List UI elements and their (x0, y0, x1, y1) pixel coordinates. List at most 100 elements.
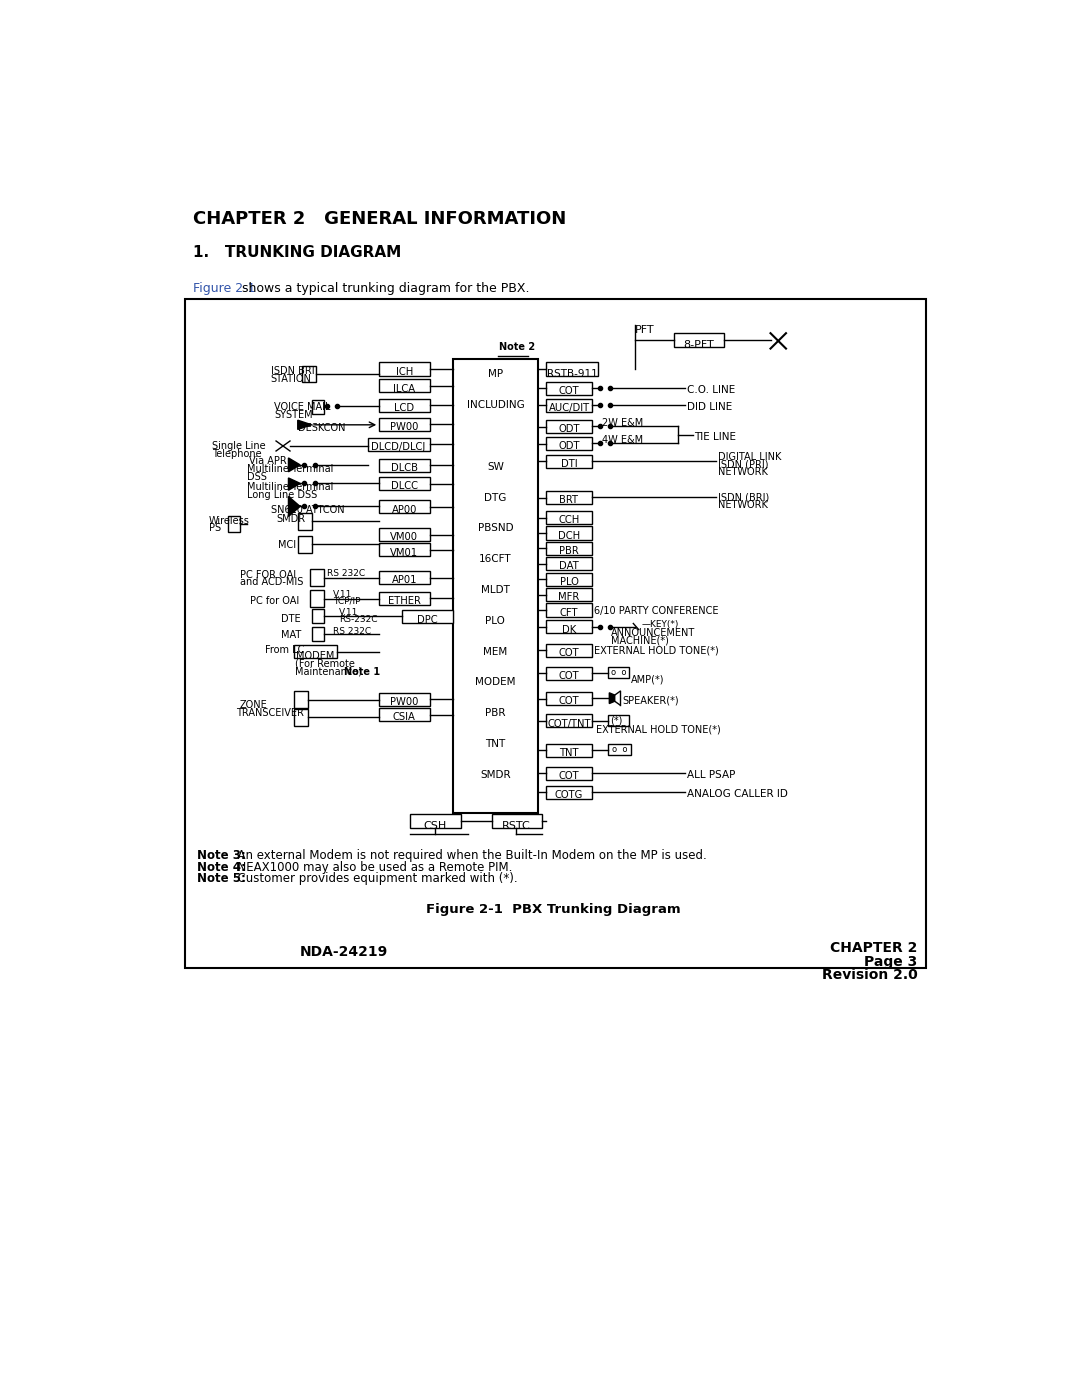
Text: Figure 2-1: Figure 2-1 (193, 282, 256, 295)
Text: Figure 2-1  PBX Trunking Diagram: Figure 2-1 PBX Trunking Diagram (427, 902, 680, 916)
Text: ICH: ICH (395, 366, 413, 377)
Text: —KEY(*): —KEY(*) (642, 620, 678, 630)
Bar (379, 380, 430, 393)
Bar (379, 362, 430, 376)
Text: PFT: PFT (635, 326, 654, 335)
Bar (298, 535, 312, 553)
Text: ODT: ODT (558, 441, 580, 451)
Bar (403, 610, 453, 623)
Text: COT: COT (558, 771, 579, 781)
Text: CHAPTER 2: CHAPTER 2 (831, 942, 918, 956)
Bar (608, 668, 630, 678)
Text: Note 4:: Note 4: (197, 861, 246, 873)
Text: DSS: DSS (247, 472, 267, 482)
Polygon shape (288, 496, 300, 517)
Bar (545, 666, 592, 680)
Text: RS 232C: RS 232C (327, 569, 365, 578)
Text: TIE LINE: TIE LINE (694, 432, 737, 441)
Text: o  o: o o (611, 745, 627, 754)
Text: Note 5:: Note 5: (197, 872, 246, 886)
Text: PW00: PW00 (390, 697, 419, 707)
Text: From LC: From LC (266, 645, 305, 655)
Bar (674, 334, 724, 346)
Text: DAT: DAT (559, 562, 579, 571)
Text: STATION: STATION (271, 374, 311, 384)
Text: VM01: VM01 (390, 548, 418, 557)
Text: Multiline Terminal: Multiline Terminal (247, 482, 334, 492)
Text: Note 2: Note 2 (499, 342, 536, 352)
Bar (545, 420, 592, 433)
Bar (294, 645, 337, 658)
Text: Wireless: Wireless (208, 515, 249, 525)
Text: Note 3:: Note 3: (197, 849, 246, 862)
Text: CFT: CFT (559, 608, 578, 617)
Bar (545, 588, 592, 601)
Text: SMDR: SMDR (276, 514, 306, 524)
Text: PC for OAI: PC for OAI (249, 595, 299, 606)
Bar (186, 299, 926, 968)
Bar (301, 366, 315, 383)
Text: DTE: DTE (281, 615, 300, 624)
Bar (545, 362, 598, 376)
Text: VOICE MAIL: VOICE MAIL (274, 402, 330, 412)
Bar (367, 437, 430, 451)
Bar (608, 745, 631, 756)
Bar (545, 743, 592, 757)
Bar (545, 381, 592, 395)
Text: CHAPTER 2   GENERAL INFORMATION: CHAPTER 2 GENERAL INFORMATION (193, 210, 566, 228)
Text: COT/TNT: COT/TNT (548, 718, 591, 729)
Bar (379, 500, 430, 513)
Bar (298, 513, 312, 529)
Text: DESKCON: DESKCON (298, 423, 346, 433)
Text: MODEM: MODEM (296, 651, 334, 661)
Bar (379, 418, 430, 432)
Bar (545, 692, 592, 705)
Text: NDA-24219: NDA-24219 (300, 946, 389, 960)
Text: SW: SW (487, 462, 503, 472)
Polygon shape (288, 478, 300, 490)
Text: DLCD/DLCJ: DLCD/DLCJ (372, 441, 426, 453)
Text: ISDN BRI: ISDN BRI (271, 366, 314, 376)
Text: PLO: PLO (559, 577, 579, 587)
Text: MACHINE(*): MACHINE(*) (611, 636, 669, 645)
Bar (410, 814, 460, 828)
Text: Multiline Terminal: Multiline Terminal (247, 464, 334, 474)
Text: and ACD-MIS: and ACD-MIS (240, 577, 303, 587)
Text: ODT: ODT (558, 425, 580, 434)
Bar (545, 398, 592, 412)
Text: SYSTEM: SYSTEM (274, 411, 313, 420)
Text: MFR: MFR (558, 592, 580, 602)
Text: DTI: DTI (561, 460, 578, 469)
Text: INCLUDING: INCLUDING (467, 400, 524, 411)
Text: MP: MP (488, 369, 503, 380)
Bar (453, 359, 538, 813)
Text: AP01: AP01 (392, 576, 417, 585)
Bar (379, 592, 430, 605)
Text: COT: COT (558, 386, 579, 395)
Text: DID LINE: DID LINE (687, 402, 732, 412)
Text: ISDN (PRI): ISDN (PRI) (718, 460, 768, 469)
Text: LCD: LCD (394, 402, 415, 414)
Text: EXTERNAL HOLD TONE(*): EXTERNAL HOLD TONE(*) (594, 645, 718, 655)
Bar (545, 527, 592, 539)
Text: DK: DK (562, 624, 576, 634)
Text: RS 232C: RS 232C (333, 627, 370, 636)
Bar (312, 627, 324, 641)
Bar (379, 693, 430, 705)
Polygon shape (298, 420, 312, 429)
Bar (545, 511, 592, 524)
Bar (294, 692, 308, 708)
Bar (379, 708, 430, 721)
Text: COTG: COTG (555, 791, 583, 800)
Text: EXTERNAL HOLD TONE(*): EXTERNAL HOLD TONE(*) (596, 725, 720, 735)
Text: PW00: PW00 (390, 422, 419, 432)
Text: V.11: V.11 (333, 590, 352, 598)
Text: RS-232C: RS-232C (339, 615, 377, 624)
Bar (312, 609, 324, 623)
Polygon shape (298, 420, 309, 430)
Text: 2W E&M: 2W E&M (603, 418, 644, 427)
Text: AMP(*): AMP(*) (631, 675, 664, 685)
Text: Long Line DSS: Long Line DSS (247, 489, 318, 500)
Text: COT: COT (558, 671, 579, 680)
Text: ANNOUNCEMENT: ANNOUNCEMENT (611, 629, 696, 638)
